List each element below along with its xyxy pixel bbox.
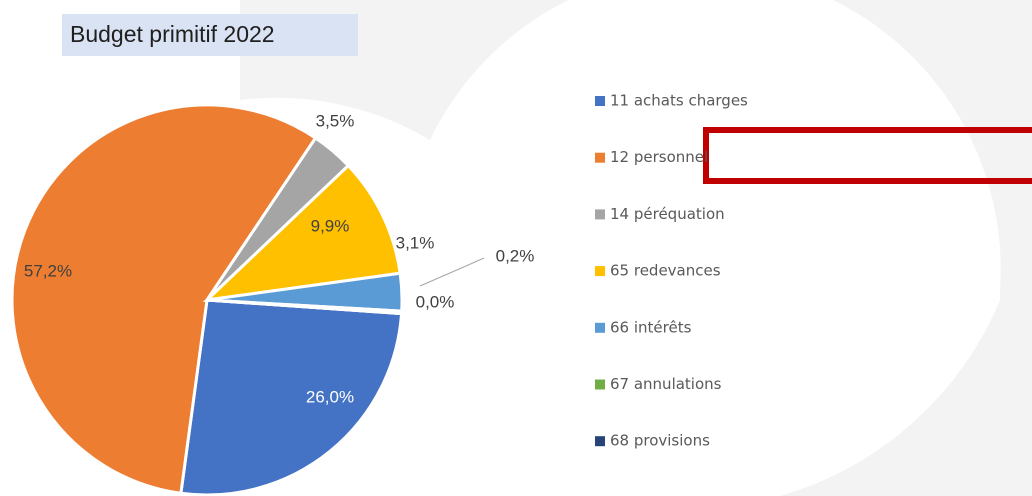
chart-title: Budget primitif 2022 — [70, 21, 275, 47]
leader-line — [465, 257, 485, 267]
legend-label: 14 péréquation — [610, 205, 725, 223]
legend-label: 67 annulations — [610, 375, 722, 393]
data-label: 57,2% — [24, 261, 72, 280]
data-label: 3,1% — [396, 233, 435, 252]
legend-label: 11 achats charges — [610, 92, 748, 110]
legend-swatch — [595, 436, 605, 447]
highlight-box — [703, 127, 1032, 184]
legend-swatch — [595, 152, 605, 163]
leader-line — [419, 265, 467, 287]
data-label: 0,2% — [496, 246, 535, 265]
legend-label: 65 redevances — [610, 262, 721, 280]
legend-swatch — [595, 209, 605, 220]
legend-label: 66 intérêts — [610, 318, 692, 336]
pie-slice — [10, 103, 318, 495]
pie-slice — [202, 163, 402, 303]
title-box — [62, 14, 358, 56]
data-label: 0,0% — [416, 292, 455, 311]
pie-slice — [179, 298, 404, 496]
legend-label: 12 personnel — [610, 148, 708, 166]
legend-swatch — [595, 266, 605, 277]
data-label: 9,9% — [311, 216, 350, 235]
legend-swatch — [595, 322, 605, 333]
legend-swatch — [595, 96, 605, 106]
data-label: 3,5% — [316, 111, 355, 130]
legend-label: 68 provisions — [610, 432, 710, 450]
data-label: 26,0% — [306, 387, 354, 406]
legend-swatch — [595, 379, 605, 390]
background-arc — [240, 0, 1032, 496]
